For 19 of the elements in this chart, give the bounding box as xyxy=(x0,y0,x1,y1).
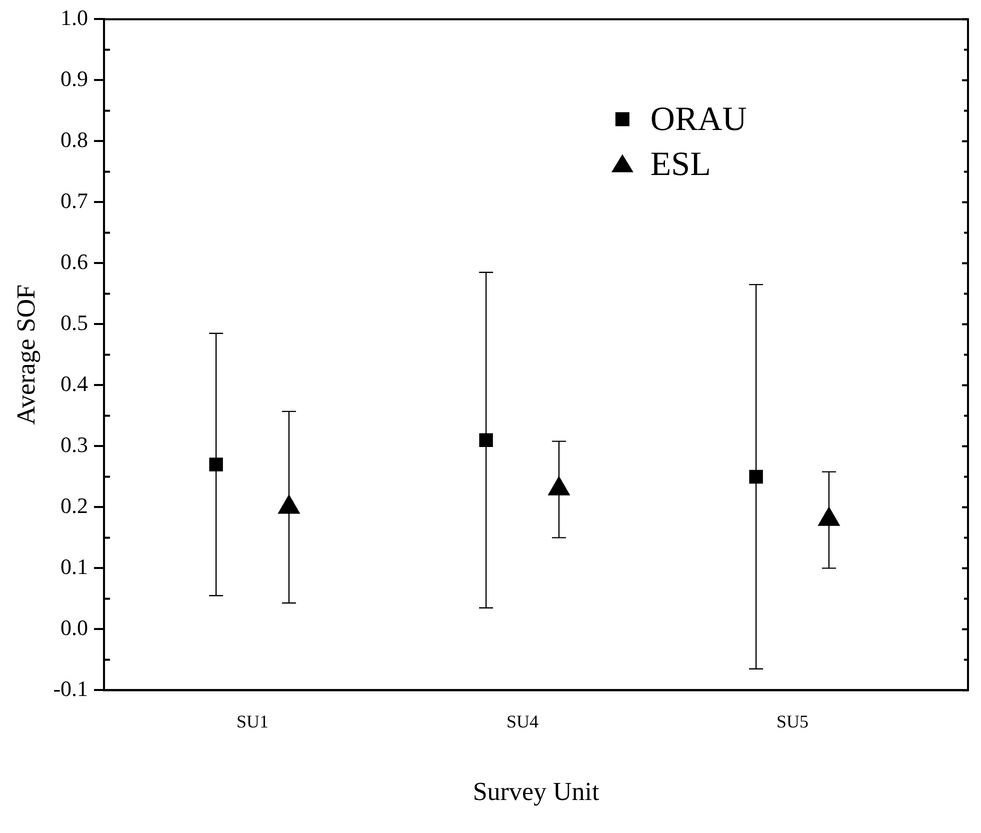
x-tick-label: SU1 xyxy=(236,712,269,732)
y-tick-label: 1.0 xyxy=(60,4,88,30)
legend-label: ESL xyxy=(650,146,711,184)
x-tick-label: SU4 xyxy=(506,712,539,732)
y-tick-label: 0.2 xyxy=(60,492,88,518)
legend-label: ORAU xyxy=(650,101,747,138)
y-tick-label: 0.3 xyxy=(60,432,88,457)
y-tick-label: 0.7 xyxy=(60,188,88,213)
x-tick-label: SU5 xyxy=(776,712,809,732)
y-tick-label: 0.1 xyxy=(60,554,88,579)
y-tick-label: 0.8 xyxy=(60,126,88,152)
y-tick-label: 0.6 xyxy=(60,248,88,274)
y-tick-label: -0.1 xyxy=(53,676,88,701)
y-tick-label: 0.4 xyxy=(60,370,88,396)
x-axis-title: Survey Unit xyxy=(472,777,600,806)
y-tick-label: 0.9 xyxy=(60,66,88,91)
y-tick-label: 0.5 xyxy=(60,310,88,335)
y-tick-label: 0.0 xyxy=(60,614,88,640)
y-axis-title: Average SOF xyxy=(11,284,40,425)
